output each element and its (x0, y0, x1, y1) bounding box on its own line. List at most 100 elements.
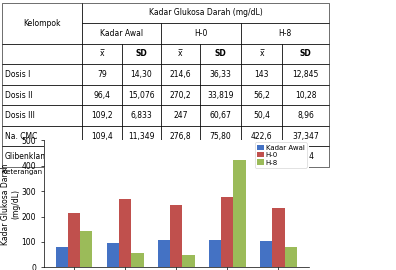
Text: 247: 247 (173, 111, 188, 120)
Bar (82, 85, 122, 105)
Bar (82, 3, 329, 23)
Bar (161, 85, 200, 105)
Bar (282, 126, 329, 146)
Text: Dosis I: Dosis I (5, 70, 30, 79)
Text: Na. CMC: Na. CMC (5, 131, 38, 140)
Bar (131, 253, 143, 267)
Text: H-8: H-8 (279, 29, 292, 38)
Bar (161, 105, 200, 126)
Text: 36,33: 36,33 (209, 70, 232, 79)
Bar (209, 239, 221, 267)
Y-axis label: Kadar Glukosa Darah
(mg/dL): Kadar Glukosa Darah (mg/dL) (0, 163, 20, 245)
Bar (82, 44, 122, 64)
Text: 75,80: 75,80 (209, 131, 231, 140)
Bar (2, 3, 82, 44)
Bar (82, 105, 122, 126)
Text: 214,6: 214,6 (169, 70, 191, 79)
Text: 33,819: 33,819 (207, 90, 234, 100)
Bar (200, 146, 241, 167)
Text: 60,67: 60,67 (209, 111, 232, 120)
Text: Dosis III: Dosis III (5, 111, 35, 120)
Bar (241, 105, 282, 126)
Bar (161, 126, 200, 146)
Bar (234, 160, 246, 267)
Bar (241, 146, 282, 167)
Bar (260, 241, 272, 267)
Text: 56,2: 56,2 (253, 90, 270, 100)
Text: SD: SD (215, 49, 227, 59)
Bar (282, 64, 329, 85)
Bar (2, 146, 82, 167)
Text: Glibenklamid: Glibenklamid (5, 152, 56, 161)
Text: 37,347: 37,347 (292, 131, 319, 140)
Text: 6,833: 6,833 (130, 111, 152, 120)
Bar (122, 126, 161, 146)
Bar (241, 64, 282, 85)
Bar (200, 126, 241, 146)
Bar (82, 23, 161, 44)
Bar (119, 199, 131, 267)
Text: Kadar Glukosa Darah (mg/dL): Kadar Glukosa Darah (mg/dL) (149, 8, 263, 18)
Bar (161, 64, 200, 85)
Text: x̅: x̅ (259, 49, 264, 59)
Bar (200, 105, 241, 126)
Text: 104,4: 104,4 (91, 152, 113, 161)
Bar (122, 85, 161, 105)
Text: 143: 143 (255, 70, 269, 79)
Text: 15,076: 15,076 (128, 90, 154, 100)
Text: 276,8: 276,8 (169, 131, 191, 140)
Bar (2, 44, 82, 64)
Bar (241, 126, 282, 146)
Bar (282, 146, 329, 167)
Bar (82, 146, 122, 167)
Bar (2, 64, 82, 85)
Text: 109,2: 109,2 (91, 111, 113, 120)
Text: 10,28: 10,28 (295, 90, 316, 100)
Bar (182, 255, 194, 267)
Text: Kelompok: Kelompok (23, 19, 61, 28)
Text: 50,4: 50,4 (253, 111, 270, 120)
Text: 8,96: 8,96 (297, 111, 314, 120)
Text: 6,94: 6,94 (297, 152, 314, 161)
Bar (122, 105, 161, 126)
Bar (285, 247, 297, 267)
Text: SD: SD (135, 49, 147, 59)
Text: x̅: x̅ (178, 49, 183, 59)
Text: 79: 79 (97, 70, 107, 79)
Bar (221, 197, 234, 267)
Text: Kadar Awal: Kadar Awal (100, 29, 143, 38)
Bar (241, 44, 282, 64)
Bar (200, 64, 241, 85)
Text: 96,4: 96,4 (93, 90, 110, 100)
Bar (282, 44, 329, 64)
Bar (107, 243, 119, 267)
Bar (82, 126, 122, 146)
Text: 270,2: 270,2 (169, 90, 191, 100)
Text: SD: SD (300, 49, 312, 59)
Bar (2, 105, 82, 126)
Bar (282, 105, 329, 126)
Text: Keterangan :   x̅    = Rata-rata,   SD    = Standar deviasi: Keterangan : x̅ = Rata-rata, SD = Standa… (2, 168, 197, 175)
Bar (122, 146, 161, 167)
Text: 12,845: 12,845 (293, 70, 319, 79)
Bar (200, 44, 241, 64)
Text: 49,55: 49,55 (209, 152, 232, 161)
Bar (161, 146, 200, 167)
Text: Dosis II: Dosis II (5, 90, 33, 100)
Bar (200, 85, 241, 105)
Bar (241, 23, 329, 44)
Text: x̅: x̅ (100, 49, 104, 59)
Legend: Kadar Awal, H-0, H-8: Kadar Awal, H-0, H-8 (255, 143, 307, 168)
Bar (122, 44, 161, 64)
Bar (161, 44, 200, 64)
Bar (82, 64, 122, 85)
Bar (170, 205, 182, 267)
Bar (2, 126, 82, 146)
Bar (80, 231, 92, 267)
Bar (241, 85, 282, 105)
Text: 422,6: 422,6 (251, 131, 272, 140)
Bar (272, 208, 285, 267)
Text: 13,24: 13,24 (130, 152, 152, 161)
Bar (282, 85, 329, 105)
Text: 81,8: 81,8 (253, 152, 270, 161)
